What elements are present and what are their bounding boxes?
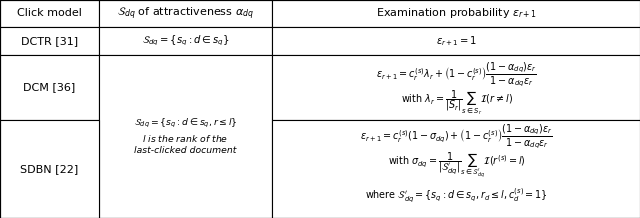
Text: $\varepsilon_{r+1} = 1$: $\varepsilon_{r+1} = 1$	[436, 34, 477, 48]
Bar	[272, 120, 640, 218]
Text: Examination probability $\varepsilon_{r+1}$: Examination probability $\varepsilon_{r+…	[376, 7, 537, 20]
Text: where $\mathcal{S}_{dq}' = \{s_q : d \in s_q, r_d \leq l, c_d^{(s)} = 1\}$: where $\mathcal{S}_{dq}' = \{s_q : d \in…	[365, 186, 548, 205]
Text: DCM [36]: DCM [36]	[24, 82, 76, 92]
Bar	[0, 0, 99, 27]
Text: $\mathcal{S}_{dq} = \{s_q : d \in s_q, r \leq l\}$: $\mathcal{S}_{dq} = \{s_q : d \in s_q, r…	[134, 117, 237, 130]
Bar	[272, 55, 640, 120]
Bar	[0, 27, 99, 55]
Text: $l$ is the rank of the: $l$ is the rank of the	[142, 133, 228, 144]
Bar	[0, 55, 99, 120]
Text: with $\lambda_r = \dfrac{1}{|S_r|} \sum_{s \in S_r} \mathcal{I}(r \neq l)$: with $\lambda_r = \dfrac{1}{|S_r|} \sum_…	[401, 88, 513, 117]
Text: with $\sigma_{dq} = \dfrac{1}{|\mathcal{S}_{dq}'|} \sum_{s \in \mathcal{S}_{dq}': with $\sigma_{dq} = \dfrac{1}{|\mathcal{…	[388, 151, 525, 181]
Bar	[99, 27, 272, 55]
Bar	[272, 27, 640, 55]
Text: $\mathcal{S}_{dq} = \{s_q : d \in s_q\}$: $\mathcal{S}_{dq} = \{s_q : d \in s_q\}$	[141, 34, 229, 48]
Text: Click model: Click model	[17, 9, 82, 19]
Text: $\mathcal{S}_{dq}$ of attractiveness $\alpha_{dq}$: $\mathcal{S}_{dq}$ of attractiveness $\a…	[117, 5, 254, 22]
Text: SDBN [22]: SDBN [22]	[20, 164, 79, 174]
Text: $\varepsilon_{r+1} = c_r^{(s)} \lambda_r + \left(1 - c_r^{(s)}\right) \dfrac{(1-: $\varepsilon_{r+1} = c_r^{(s)} \lambda_r…	[376, 60, 537, 89]
Text: DCTR [31]: DCTR [31]	[21, 36, 78, 46]
Text: $\varepsilon_{r+1} = c_r^{(s)}\left(1 - \sigma_{dq}\right) + \left(1 - c_r^{(s)}: $\varepsilon_{r+1} = c_r^{(s)}\left(1 - …	[360, 122, 553, 151]
Bar	[272, 0, 640, 27]
Bar	[99, 0, 272, 27]
Bar	[99, 55, 272, 218]
Bar	[0, 120, 99, 218]
Text: last-clicked document: last-clicked document	[134, 146, 237, 155]
